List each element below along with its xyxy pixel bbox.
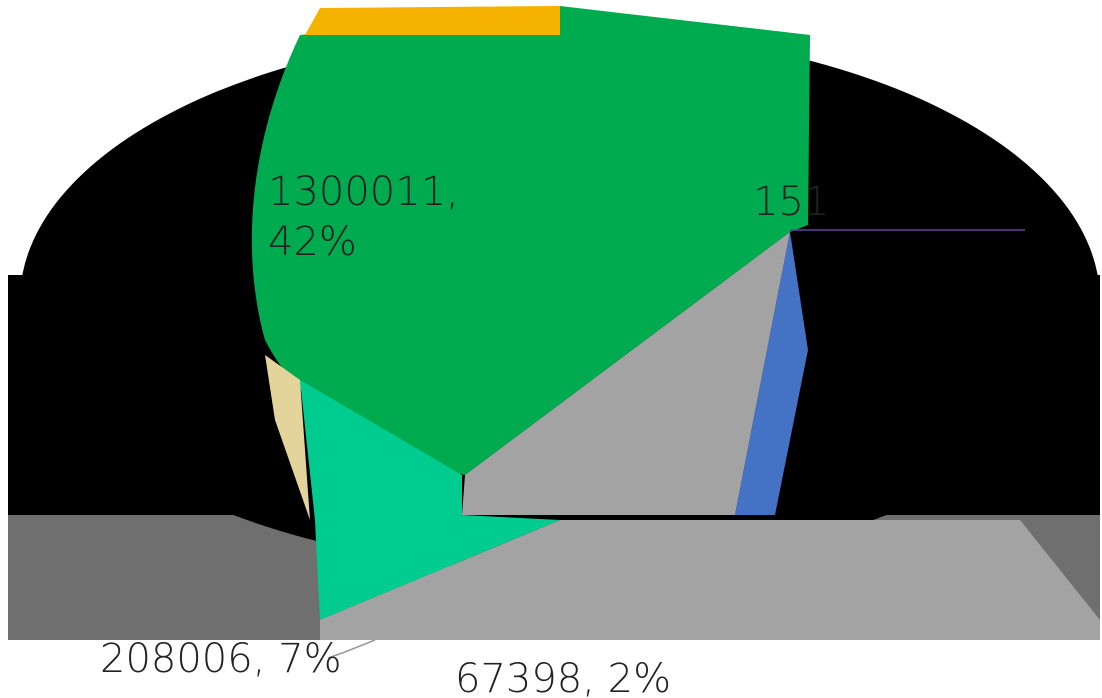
slice-label-1300011-pct: 42% [268, 219, 357, 265]
slice-label-208006: 208006, 7% [100, 636, 342, 682]
pie-slice-0 [251, 6, 811, 475]
pie-slice-1 [305, 6, 560, 35]
pie-slice-2 [462, 232, 790, 515]
pie-slices [251, 6, 1100, 640]
slice-label-1300011-value: 1300011, [268, 169, 459, 215]
slice-label-67398: 67398, 2% [455, 656, 671, 698]
leader-line-208006 [327, 639, 376, 659]
slice-label-151: 151 [753, 179, 829, 225]
pie-slice-6 [320, 520, 1100, 640]
pie-slice-3 [735, 232, 808, 515]
pie-slice-4 [300, 380, 560, 620]
pie-slice-5 [265, 355, 310, 520]
